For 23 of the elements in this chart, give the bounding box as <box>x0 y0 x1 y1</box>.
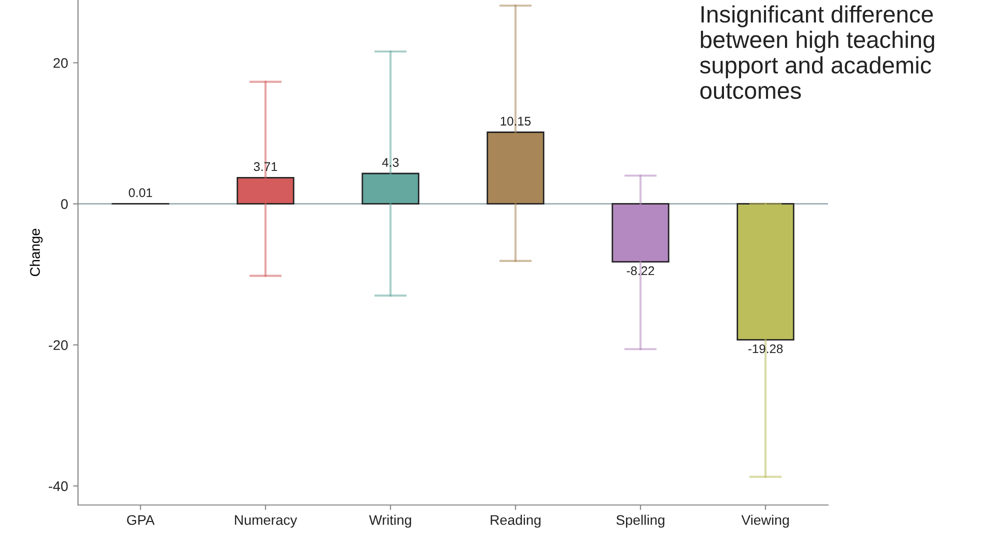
bar <box>612 203 670 263</box>
bar <box>736 203 794 341</box>
data-label: -8.22 <box>626 266 654 276</box>
data-label: 3.71 <box>254 162 278 172</box>
y-tick-label: -20 <box>48 340 68 350</box>
x-tick-label: Spelling <box>616 514 664 528</box>
annotation: Insignificant difference between high teaching support and academic outcomes <box>700 5 934 99</box>
bar <box>362 172 420 205</box>
x-tick-label: GPA <box>127 515 155 525</box>
x-tick-label: Reading <box>490 514 540 528</box>
y-tick-label: 20 <box>54 58 68 68</box>
data-label: -19.28 <box>748 344 783 354</box>
y-tick-label: -40 <box>48 481 68 492</box>
data-label: 10.15 <box>500 116 531 126</box>
y-axis-title: Change <box>30 228 43 276</box>
x-tick-label: Writing <box>369 514 412 528</box>
x-tick-label: Viewing <box>741 514 789 528</box>
bar <box>486 132 544 205</box>
y-tick-label: 0 <box>61 199 68 210</box>
data-label: 0.01 <box>128 188 152 198</box>
x-tick-label: Numeracy <box>235 515 298 528</box>
bar <box>236 176 294 205</box>
data-label: 4.3 <box>382 158 399 167</box>
